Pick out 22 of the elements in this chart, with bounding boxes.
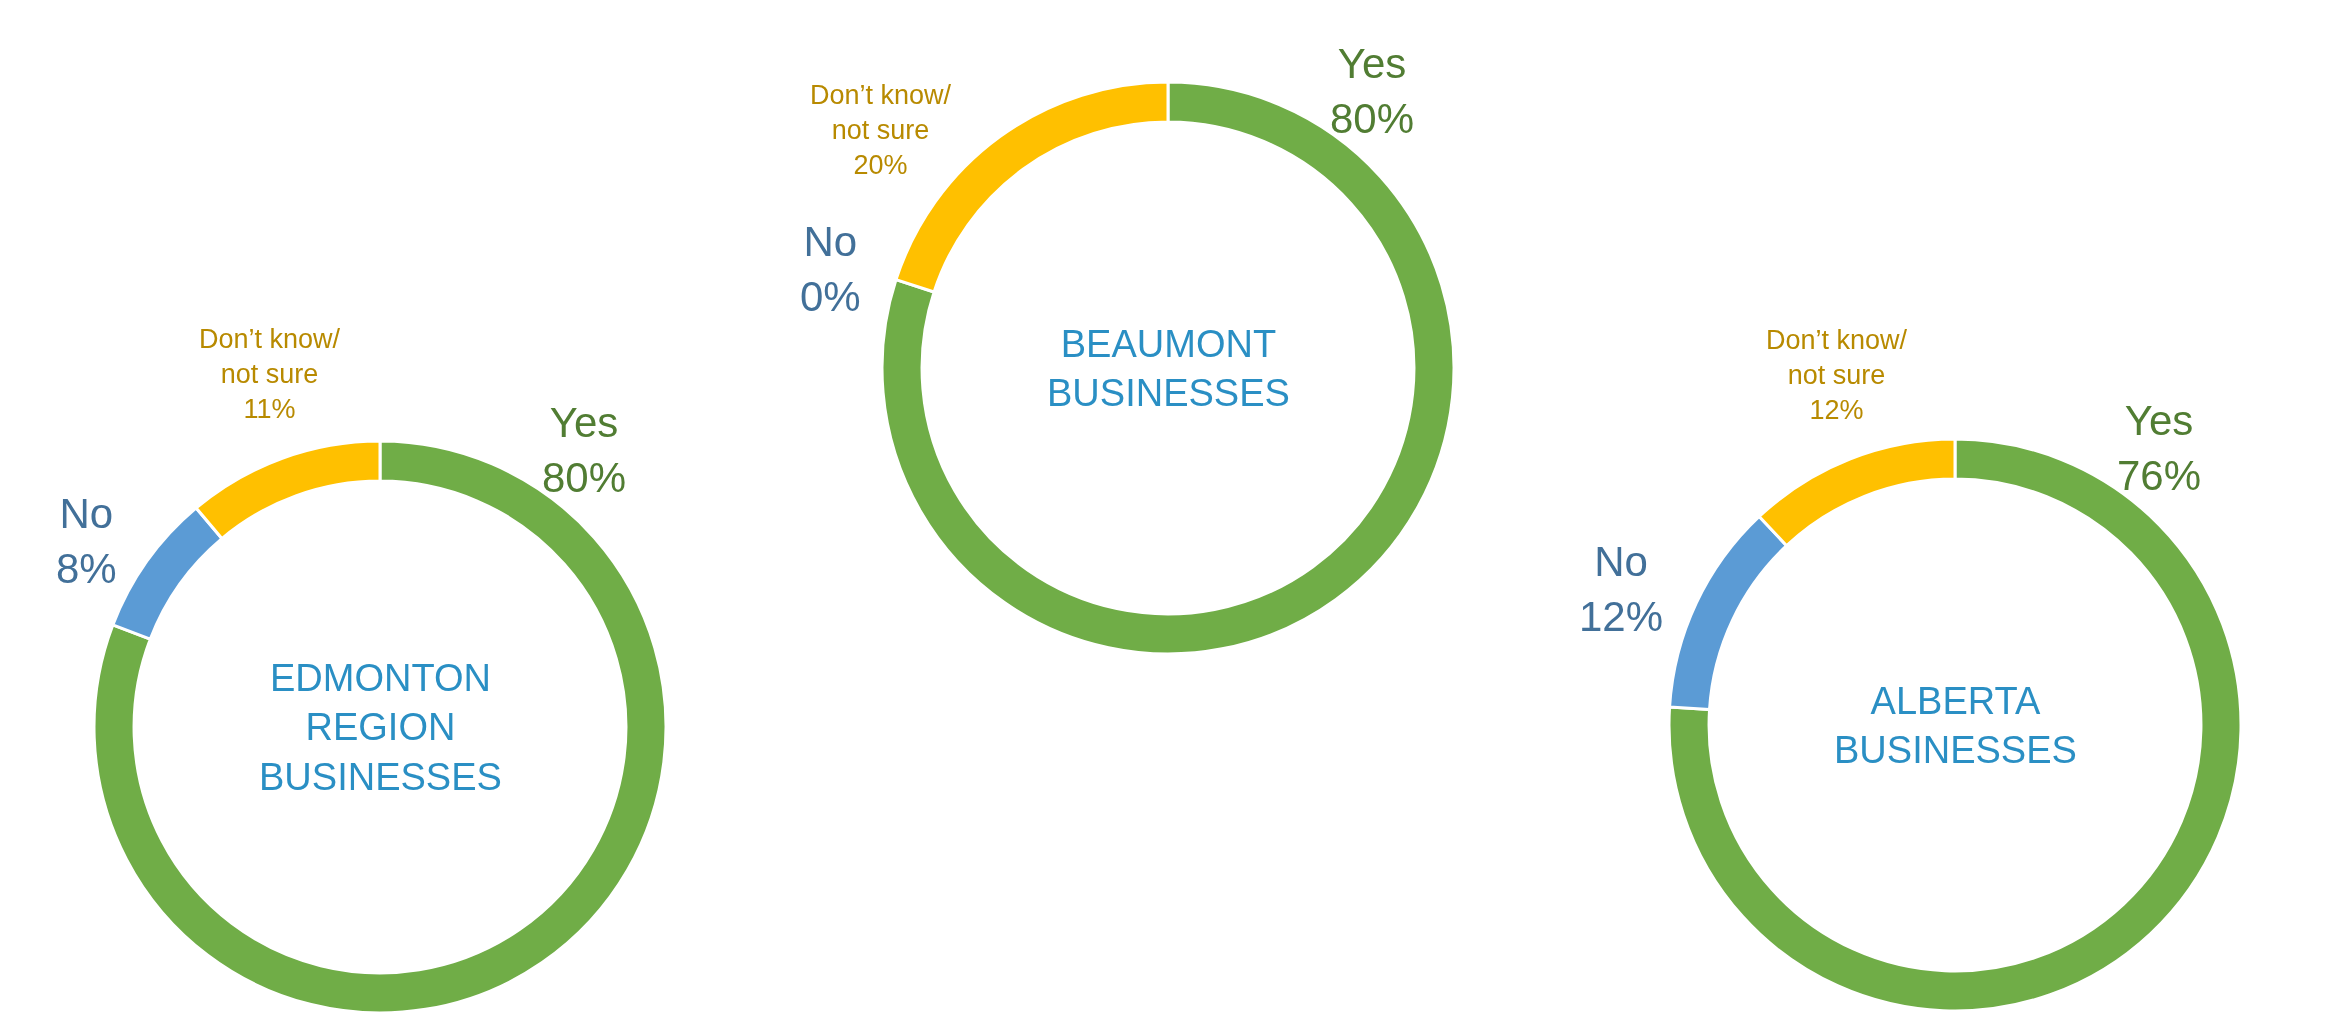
data-label: 80% bbox=[542, 453, 627, 501]
slice-label: Don’t know/ not sure bbox=[1766, 325, 1908, 391]
donut-slice bbox=[1668, 437, 2243, 1013]
data-label: 8% bbox=[56, 544, 117, 592]
slice-label: Yes bbox=[549, 399, 619, 446]
slice-label: Yes bbox=[2124, 397, 2194, 444]
slice-label: Don’t know/ not sure bbox=[199, 324, 341, 390]
data-label: 11% bbox=[243, 394, 296, 425]
slice-label: Don’t know/ not sure bbox=[810, 80, 952, 146]
category-label: No bbox=[803, 218, 858, 265]
slice-label: Yes bbox=[1337, 40, 1407, 87]
data-label: 80% bbox=[1330, 94, 1415, 142]
data-label: 12% bbox=[1579, 592, 1664, 640]
data-label: 20% bbox=[853, 150, 908, 181]
slice-label: No bbox=[59, 490, 114, 537]
data-label: 76% bbox=[2117, 451, 2202, 499]
text: BEAUMONT BUSINESSES bbox=[1047, 323, 1290, 415]
text: EDMONTON REGION BUSINESSES bbox=[259, 657, 502, 798]
text: 0% bbox=[800, 272, 861, 320]
data-label: 12% bbox=[1809, 395, 1864, 426]
text: ALBERTA BUSINESSES bbox=[1834, 680, 2077, 772]
slice-label: No bbox=[1594, 538, 1648, 585]
